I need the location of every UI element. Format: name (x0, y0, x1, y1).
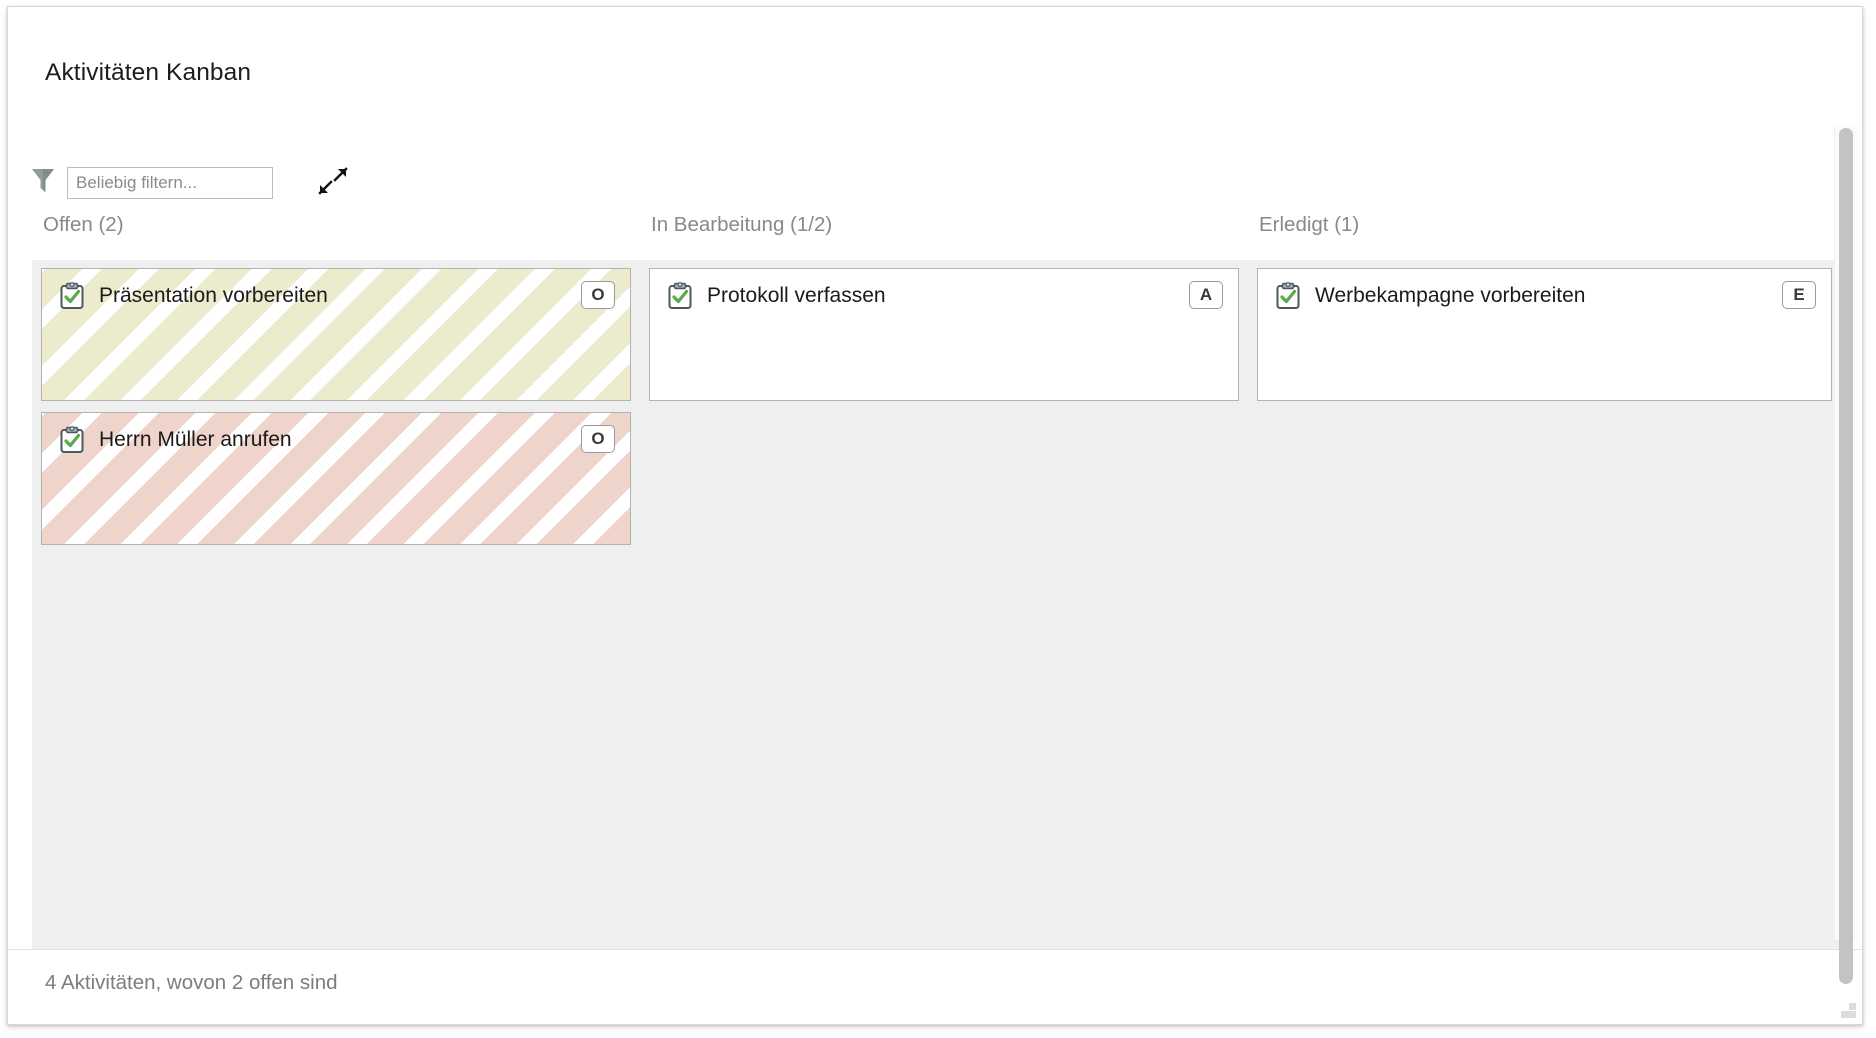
clipboard-check-icon (59, 282, 85, 310)
kanban-column-in-bearbeitung: In Bearbeitung (1/2) Protokoll verfa (640, 213, 1248, 1024)
kanban-column-offen: Offen (2) Präsentation vorbereiten (32, 213, 640, 1024)
card-title: Herrn Müller anrufen (99, 428, 292, 451)
kanban-card[interactable]: Präsentation vorbereiten O (41, 268, 631, 401)
card-header: Werbekampagne vorbereiten E (1258, 269, 1831, 321)
clipboard-check-icon (1275, 282, 1301, 310)
kanban-card[interactable]: Werbekampagne vorbereiten E (1257, 268, 1832, 401)
kanban-window: Aktivitäten Kanban Offen (2) (7, 6, 1863, 1025)
column-dropzone-erledigt[interactable]: Werbekampagne vorbereiten E (1248, 260, 1841, 950)
card-header: Protokoll verfassen A (650, 269, 1238, 321)
collapse-arrows-icon[interactable] (316, 164, 350, 198)
column-dropzone-offen[interactable]: Präsentation vorbereiten O (32, 260, 640, 950)
funnel-filter-icon (30, 166, 56, 194)
clipboard-check-icon (667, 282, 693, 310)
search-input[interactable] (67, 167, 273, 199)
kanban-card[interactable]: Protokoll verfassen A (649, 268, 1239, 401)
kanban-card[interactable]: Herrn Müller anrufen O (41, 412, 631, 545)
status-badge[interactable]: A (1189, 281, 1223, 309)
status-badge[interactable]: O (581, 281, 615, 309)
status-badge[interactable]: O (581, 425, 615, 453)
status-badge[interactable]: E (1782, 281, 1816, 309)
card-title: Werbekampagne vorbereiten (1315, 284, 1586, 307)
card-header: Präsentation vorbereiten O (42, 269, 630, 321)
page-title: Aktivitäten Kanban (45, 59, 252, 86)
card-header: Herrn Müller anrufen O (42, 413, 630, 465)
card-title: Protokoll verfassen (707, 284, 886, 307)
column-dropzone-in-bearbeitung[interactable]: Protokoll verfassen A (640, 260, 1248, 950)
column-header-offen: Offen (2) (43, 213, 124, 236)
column-header-in-bearbeitung: In Bearbeitung (1/2) (651, 213, 833, 236)
resize-handle[interactable] (1840, 1002, 1857, 1019)
status-bar: 4 Aktivitäten, wovon 2 offen sind (8, 949, 1862, 1024)
card-title: Präsentation vorbereiten (99, 284, 328, 307)
column-header-erledigt: Erledigt (1) (1259, 213, 1360, 236)
kanban-column-erledigt: Erledigt (1) Werbekampagne vorbereit (1248, 213, 1841, 1024)
kanban-board: Offen (2) Präsentation vorbereiten (8, 213, 1862, 1024)
scrollbar-thumb[interactable] (1839, 128, 1853, 984)
status-text: 4 Aktivitäten, wovon 2 offen sind (45, 971, 338, 994)
vertical-scrollbar[interactable] (1834, 127, 1857, 984)
clipboard-check-icon (59, 426, 85, 454)
